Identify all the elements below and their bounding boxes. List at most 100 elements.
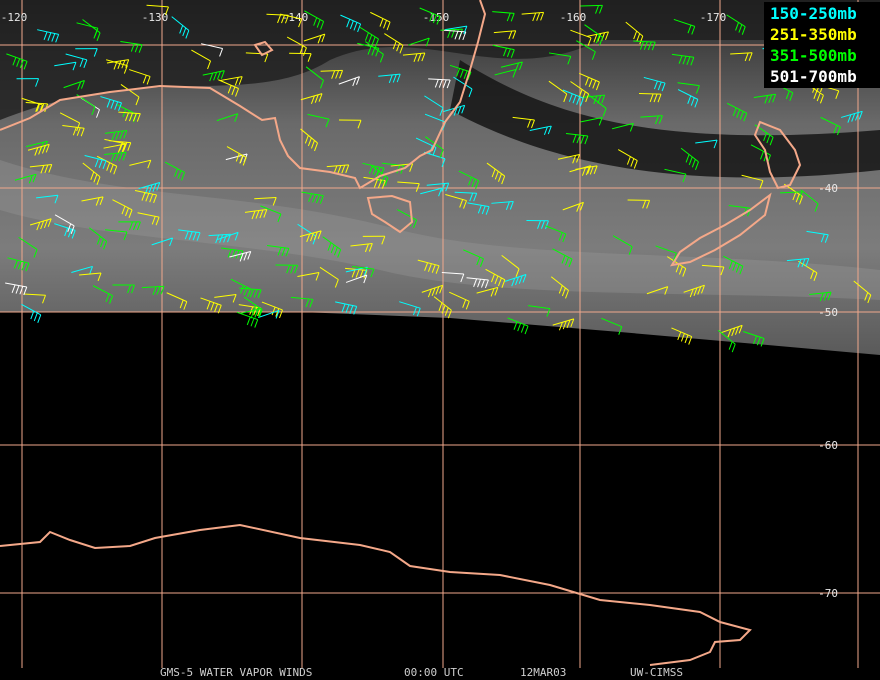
barb-feather: [206, 301, 211, 310]
barb-feather: [37, 314, 42, 324]
barb-feather: [325, 118, 330, 128]
wind-barb: [105, 229, 128, 241]
barb-feather: [381, 236, 386, 245]
footer-text: GMS-5 WATER VAPOR WINDS: [160, 666, 312, 679]
barb-feather: [379, 54, 384, 63]
wind-barb: [244, 209, 268, 220]
barb-feather: [279, 309, 283, 319]
barb-staff: [303, 33, 325, 42]
barb-staff: [611, 122, 634, 130]
barb-feather: [769, 137, 774, 146]
barb-staff: [29, 164, 52, 168]
wind-barb: [445, 25, 468, 35]
barb-staff: [79, 272, 102, 276]
barb-staff: [216, 113, 238, 122]
barb-staff: [467, 202, 490, 208]
barb-feather: [252, 304, 257, 314]
barb-staff: [728, 205, 751, 209]
barb-feather: [131, 284, 135, 294]
barb-feather: [756, 337, 761, 346]
barb-feather: [93, 48, 98, 57]
barb-feather: [315, 272, 320, 281]
barb-feather: [642, 200, 647, 209]
barb-staff: [225, 153, 248, 161]
barb-feather: [182, 27, 187, 37]
wind-barb: [578, 72, 600, 91]
barb-staff: [297, 271, 320, 278]
barb-feather: [310, 140, 315, 149]
wind-barb: [5, 282, 28, 296]
barb-feather: [330, 244, 335, 254]
wind-barb: [88, 227, 108, 250]
barb-staff: [290, 296, 313, 300]
barb-feather: [628, 246, 633, 255]
barb-feather: [446, 79, 451, 89]
barb-feather: [146, 76, 151, 85]
barb-feather: [234, 113, 239, 122]
barb-feather: [691, 26, 696, 35]
barb-staff: [601, 317, 622, 328]
wind-barb: [75, 48, 98, 57]
barb-feather: [568, 258, 573, 268]
wind-barb: [673, 18, 696, 35]
barb-feather: [349, 20, 354, 29]
barb-feather: [768, 94, 773, 104]
barb-feather: [593, 165, 598, 175]
barb-feather: [255, 210, 260, 219]
coastlines: [0, 0, 802, 666]
barb-feather: [122, 152, 127, 161]
barb-feather: [83, 59, 88, 68]
barb-feather: [125, 59, 130, 68]
barb-feather: [572, 134, 577, 143]
barb-feather: [181, 172, 186, 181]
barb-staff: [580, 116, 603, 123]
barb-feather: [465, 301, 470, 310]
barb-feather: [512, 30, 517, 39]
wind-barb: [79, 272, 102, 282]
wind-barb: [655, 245, 677, 262]
imagery-band: [0, 0, 880, 355]
legend-box: [764, 2, 880, 88]
barb-feather: [579, 202, 584, 211]
barb-staff: [267, 245, 289, 249]
barb-feather: [54, 195, 59, 204]
barb-staff: [129, 159, 151, 166]
coastline: [669, 192, 772, 267]
barb-feather: [106, 162, 111, 171]
wind-barb: [297, 271, 320, 281]
wind-barb: [617, 149, 638, 169]
wind-barb: [421, 284, 444, 298]
barb-feather: [317, 230, 322, 240]
barb-staff: [62, 125, 85, 129]
barb-staff: [129, 69, 151, 77]
barb-feather: [55, 34, 60, 43]
barb-staff: [6, 53, 28, 62]
barb-feather: [434, 79, 439, 88]
barb-feather: [855, 112, 859, 121]
wind-barb: [701, 264, 725, 276]
wind-barb: [453, 76, 473, 98]
barb-feather: [121, 143, 126, 153]
barb-feather: [772, 94, 777, 103]
wind-barb: [370, 11, 391, 31]
wind-barb: [466, 277, 489, 289]
barb-staff: [335, 301, 357, 307]
barb-feather: [565, 290, 569, 299]
barb-feather: [576, 154, 580, 163]
barb-feather: [661, 82, 666, 92]
barb-feather: [333, 247, 338, 256]
wind-barb: [345, 274, 368, 284]
barb-feather: [481, 279, 485, 288]
barb-feather: [467, 71, 472, 81]
barb-staff: [557, 153, 580, 160]
barb-feather: [284, 15, 289, 24]
barb-feather: [41, 145, 46, 154]
wind-barb: [646, 286, 669, 295]
wind-barb: [545, 225, 567, 243]
wind-barb: [359, 26, 379, 48]
barb-feather: [697, 286, 702, 295]
wind-barb: [29, 164, 53, 174]
barb-feather: [253, 289, 258, 298]
barb-feather: [169, 237, 174, 247]
barb-feather: [99, 196, 104, 206]
